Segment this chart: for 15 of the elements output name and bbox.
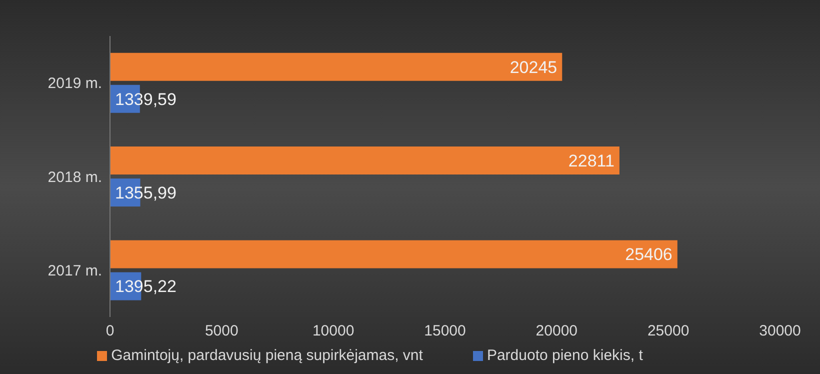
x-tick-label: 5000 xyxy=(204,322,238,340)
legend-label: Gamintojų, pardavusių pieną supirkėjamas, vnt xyxy=(111,347,423,364)
x-tick-label: 25000 xyxy=(647,322,690,340)
x-tick-label: 15000 xyxy=(424,322,466,340)
x-tick-label: 10000 xyxy=(312,322,354,340)
data-label: 25406 xyxy=(625,245,672,264)
x-tick-label: 0 xyxy=(106,322,114,340)
legend-label: Parduoto pieno kiekis, t xyxy=(486,347,643,364)
data-label: 22811 xyxy=(568,152,614,171)
y-tick-label: 2019 m. xyxy=(48,75,102,92)
y-tick-label: 2017 m. xyxy=(48,262,102,280)
x-tick-label: 30000 xyxy=(759,322,801,340)
x-tick-label: 20000 xyxy=(536,322,578,340)
y-tick-label: 2018 m. xyxy=(48,168,102,186)
data-label: 20245 xyxy=(510,58,558,77)
